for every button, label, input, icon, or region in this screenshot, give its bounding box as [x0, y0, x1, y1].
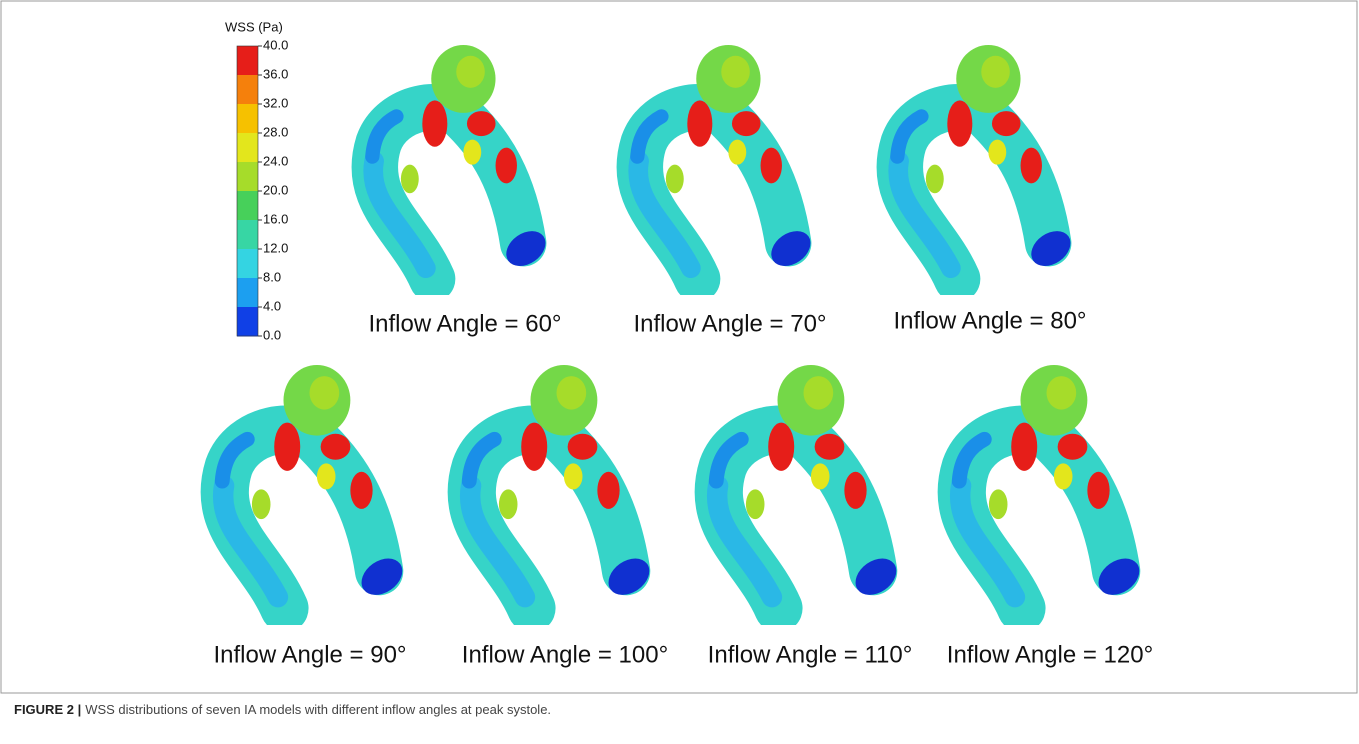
colorbar-label: 16.0	[263, 211, 288, 226]
colorbar-segment	[237, 307, 258, 337]
caption: FIGURE 2 | WSS distributions of seven IA …	[14, 702, 551, 717]
figure: WSS (Pa) 40.0 36.0 32.0 28.0 24.0 20.0 16.0 12.…	[0, 0, 1359, 744]
panel-label: Inflow Angle = 80°	[893, 307, 1086, 334]
colorbar-segment	[237, 104, 258, 134]
colorbar-segment	[237, 220, 258, 250]
colorbar-label: 28.0	[263, 124, 288, 139]
vessel-render	[372, 45, 552, 279]
vessel-render	[637, 45, 817, 279]
colorbar-segment	[237, 162, 258, 192]
colorbar-segment	[237, 75, 258, 105]
colorbar-label: 36.0	[263, 66, 288, 81]
colorbar-label: 8.0	[263, 269, 281, 284]
colorbar-segment	[237, 46, 258, 76]
colorbar-label: 12.0	[263, 240, 288, 255]
panel-label: Inflow Angle = 120°	[947, 641, 1153, 668]
caption-label: FIGURE 2 |	[14, 702, 81, 717]
panel-label: Inflow Angle = 90°	[213, 641, 406, 668]
colorbar-label: 0.0	[263, 327, 281, 342]
caption-text: WSS distributions of seven IA models wit…	[85, 702, 551, 717]
vessel-render	[716, 365, 903, 608]
colorbar-segment	[237, 249, 258, 279]
colorbar-segment	[237, 133, 258, 163]
vessel-render	[897, 45, 1077, 279]
colorbar-label: 24.0	[263, 153, 288, 168]
colorbar-label: 20.0	[263, 182, 288, 197]
colorbar-title: WSS (Pa)	[225, 19, 283, 34]
colorbar-segment	[237, 191, 258, 221]
panel-label: Inflow Angle = 110°	[708, 641, 913, 668]
page: {"colorbar": {"title": "WSS (Pa)", "labe…	[0, 0, 1359, 744]
panel-label: Inflow Angle = 70°	[633, 310, 826, 337]
panel-label: Inflow Angle = 100°	[462, 641, 668, 668]
vessel-render	[469, 365, 656, 608]
colorbar-label: 40.0	[263, 37, 288, 52]
vessel-render	[222, 365, 409, 608]
colorbar-label: 32.0	[263, 95, 288, 110]
colorbar-segment	[237, 278, 258, 308]
vessel-render	[959, 365, 1146, 608]
panel-label: Inflow Angle = 60°	[368, 310, 561, 337]
colorbar-label: 4.0	[263, 298, 281, 313]
colorbar: WSS (Pa) 40.0 36.0 32.0 28.0 24.0 20.0 16.0 12.…	[225, 19, 288, 342]
